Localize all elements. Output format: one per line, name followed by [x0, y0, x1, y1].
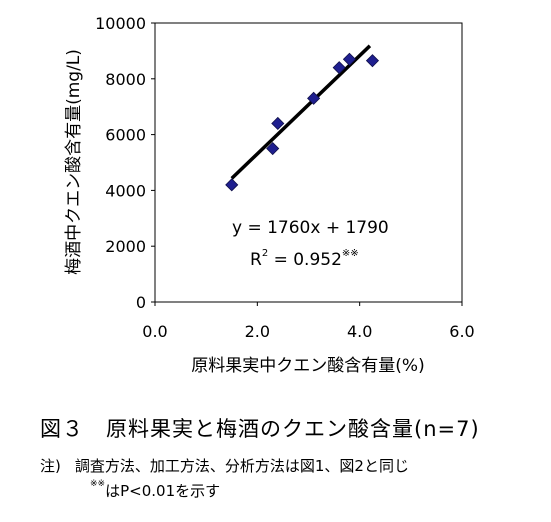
data-point-marker [365, 54, 380, 68]
note-methods-text: 調査方法、加工方法、分析方法は図1、図2と同じ [74, 457, 409, 475]
scatter-chart: 0 2000 4000 6000 8000 10000 0.0 2.0 4.0 6.0 y = … [64, 14, 475, 376]
regression-equation: y = 1760x + 1790 [232, 218, 389, 238]
data-point-marker [332, 61, 346, 75]
data-point-marker [266, 141, 280, 156]
data-point-marker [307, 91, 321, 105]
r-squared-label: R2 = 0.952※※ [250, 248, 359, 270]
y-tick-label: 4000 [105, 181, 146, 200]
x-axis-title: 原料果実中クエン酸含有量(%) [191, 356, 424, 376]
y-tick-label: 6000 [105, 126, 146, 145]
note-label: 注) [40, 457, 61, 475]
figure-caption: 図３ 原料果実と梅酒のクエン酸含量(n=7) [40, 417, 480, 441]
y-axis-ticks: 0 2000 4000 6000 8000 10000 [95, 14, 155, 312]
y-tick-label: 10000 [95, 14, 146, 33]
plot-area-frame [154, 22, 463, 303]
significance-text: はP<0.01を示す [105, 482, 221, 500]
note-line-2: ※※はP<0.01を示す [90, 479, 221, 501]
y-tick-label: 2000 [105, 237, 146, 256]
x-axis-ticks: 0.0 2.0 4.0 6.0 [142, 302, 475, 341]
data-point-marker [225, 178, 239, 192]
data-points [225, 52, 380, 192]
x-tick-label: 0.0 [142, 322, 167, 341]
y-tick-label: 0 [136, 293, 146, 312]
x-tick-label: 6.0 [449, 322, 474, 341]
note-line-1: 注) 調査方法、加工方法、分析方法は図1、図2と同じ [40, 455, 409, 476]
data-point-marker [271, 116, 285, 131]
regression-line [230, 44, 372, 180]
data-point-marker [342, 52, 356, 66]
y-tick-label: 8000 [105, 70, 146, 89]
x-tick-label: 2.0 [245, 322, 270, 341]
y-axis-title: 梅酒中クエン酸含有量(mg/L) [64, 49, 84, 275]
significance-marker: ※※ [90, 479, 106, 489]
x-tick-label: 4.0 [347, 322, 372, 341]
